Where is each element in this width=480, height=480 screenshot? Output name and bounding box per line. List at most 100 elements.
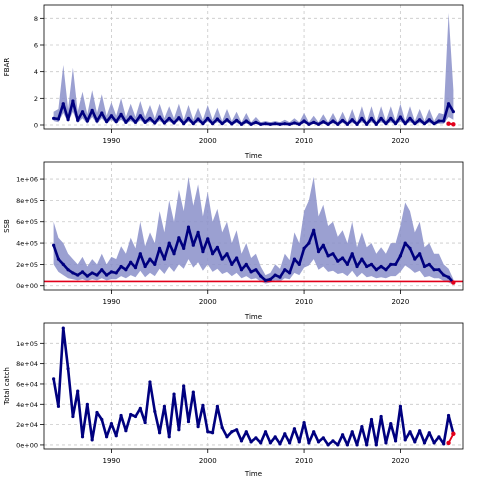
data-point [177,428,181,432]
data-point [288,271,292,275]
data-point [384,268,388,272]
data-point [326,254,330,258]
y-axis-label: FBAR [3,58,11,77]
data-point [273,435,277,439]
data-point [427,431,431,435]
data-point [124,120,128,124]
data-point [182,122,186,126]
data-point [374,268,378,272]
data-point [100,417,104,422]
projection-point [451,280,456,285]
data-point [398,404,402,408]
data-point [225,435,229,439]
data-point [191,390,195,394]
y-tick-label: 4 [34,68,38,76]
panel-1: 1990 2000 2010 2020 0 2 4 6 8 Time FBAR [3,4,464,160]
data-point [446,102,451,106]
data-point [432,268,436,272]
data-point [369,116,374,120]
data-point [422,122,427,126]
data-point [249,270,253,274]
data-point [422,441,427,445]
data-point [52,116,56,120]
data-point [143,264,147,269]
data-point [413,122,417,126]
y-axis-label: Total catch [3,367,11,406]
y-tick-label: 0e+00 [16,282,38,290]
data-point [114,271,118,275]
data-point [336,259,340,263]
data-point [451,110,455,114]
data-point [259,274,263,278]
data-point [379,264,383,269]
data-point [186,225,191,229]
data-point [129,260,133,264]
data-point [138,114,142,118]
data-point [206,237,210,241]
data-point [302,420,306,425]
y-tick-label: 8 [34,15,38,23]
data-point [129,412,133,417]
data-point [215,404,219,408]
data-point [398,254,402,258]
data-point [76,273,80,277]
data-point [321,120,325,124]
data-point [326,443,330,447]
data-point [61,326,65,330]
data-point [336,122,340,126]
data-point [331,119,335,123]
data-point [254,436,258,440]
data-point [268,122,272,126]
data-point [196,425,200,429]
y-tick-label: 8e+04 [16,360,38,368]
data-point [186,116,191,120]
data-point [432,122,436,126]
data-point [201,250,205,254]
x-tick-label: 2020 [391,457,409,465]
data-point [307,122,311,126]
data-point [403,241,407,245]
data-point [302,246,306,250]
data-point [442,119,446,123]
data-point [321,243,325,247]
projection-point [446,440,451,446]
data-point [350,252,354,256]
data-point [56,404,61,408]
data-point [307,441,311,445]
x-axis-label: Time [244,313,262,321]
data-point [312,430,316,434]
data-point [442,442,446,446]
y-tick-label: 1e+06 [16,176,38,184]
data-point [408,430,412,434]
data-point [263,278,268,282]
data-point [326,122,330,126]
y-tick-label: 1e+05 [16,340,38,348]
data-point [355,443,359,447]
data-point [389,262,393,266]
data-point [206,116,210,120]
y-tick-label: 4e+05 [16,240,38,248]
data-point [52,377,56,381]
data-point [288,122,292,126]
data-point [446,275,451,279]
data-point [225,252,229,256]
data-point [350,118,354,122]
data-point [56,117,61,121]
data-point [153,409,157,414]
data-point [268,277,272,281]
data-point [360,257,364,261]
data-point [177,116,181,120]
data-point [225,118,229,122]
uncertainty-band [53,13,454,125]
data-point [172,121,176,125]
x-tick-label: 2020 [391,298,409,306]
data-point [249,440,253,444]
data-point [80,270,85,274]
data-point [119,264,123,269]
data-point [403,122,407,126]
data-point [365,122,369,126]
data-point [182,384,186,388]
data-point [105,435,109,439]
data-point [244,119,248,123]
data-point [196,230,200,234]
